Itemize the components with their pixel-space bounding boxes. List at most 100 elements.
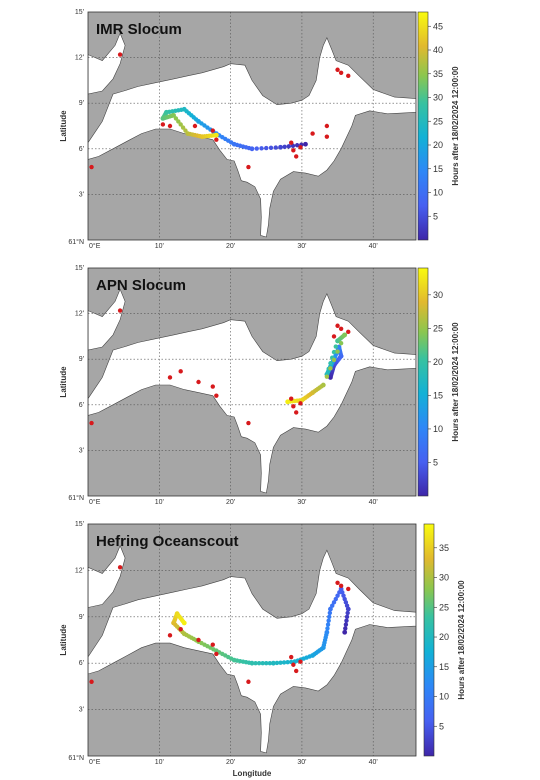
station-marker (335, 580, 340, 585)
colorbar (423, 523, 435, 757)
station-marker (214, 393, 219, 398)
track-point (260, 661, 265, 666)
lon-tick-label: 20' (226, 243, 235, 250)
lon-tick-label: 30' (297, 759, 306, 766)
station-marker (289, 396, 294, 401)
track-point (343, 626, 348, 631)
lat-tick-label: 15' (75, 9, 84, 16)
station-marker (246, 420, 251, 426)
station-marker (210, 642, 215, 647)
track-point (281, 660, 287, 665)
lon-tick-label: 20' (226, 499, 235, 506)
track-point (345, 610, 350, 616)
station-marker (196, 637, 201, 643)
origin-lon-label: 0°E (89, 498, 101, 506)
panel-title: IMR Slocum (96, 21, 182, 38)
colorbar-tick-label: 30 (433, 290, 443, 300)
colorbar-label: Hours after 18/02/2024 12:00:00 (451, 66, 460, 186)
map-layer (88, 268, 416, 496)
lon-tick-label: 20' (226, 759, 235, 766)
station-marker (214, 137, 219, 142)
track-point (285, 659, 290, 665)
origin-lat-label: 61°N (68, 238, 84, 246)
map-layer (88, 524, 416, 756)
track-point (181, 620, 187, 626)
station-marker (214, 651, 219, 657)
lat-tick-label: 15' (75, 521, 84, 528)
colorbar-tick-label: 30 (433, 93, 443, 103)
track-point (341, 593, 346, 598)
lat-tick-label: 6' (79, 660, 84, 667)
track-point (278, 144, 283, 150)
colorbar-tick-label: 35 (433, 69, 443, 79)
colorbar-tick-label: 25 (433, 116, 443, 126)
panel-title: Hefring Oceanscout (96, 533, 239, 550)
track-point (331, 357, 337, 363)
station-marker (346, 586, 351, 592)
colorbar-tick-label: 10 (433, 424, 443, 434)
axes-frame (87, 523, 417, 757)
station-marker (338, 583, 344, 589)
track-point (342, 596, 347, 602)
colorbar-tick-label: 25 (433, 323, 443, 333)
track-point (338, 341, 344, 346)
station-marker (294, 154, 299, 159)
lat-tick-label: 12' (75, 567, 84, 574)
station-marker (289, 140, 294, 145)
station-marker (335, 323, 340, 328)
track-point (344, 603, 350, 608)
lon-tick-label: 10' (155, 759, 164, 766)
colorbar-tick-label: 45 (433, 21, 443, 31)
lat-tick-label: 3' (79, 707, 84, 714)
track-point (256, 661, 262, 666)
axes-frame (87, 267, 417, 497)
station-marker (338, 326, 344, 331)
station-marker (178, 626, 183, 632)
station-marker (324, 134, 330, 139)
track-point (286, 144, 292, 149)
track-point (325, 622, 331, 627)
station-marker (117, 308, 123, 313)
track-point (178, 122, 183, 127)
colorbar-tick-label: 20 (439, 632, 449, 642)
station-marker (298, 145, 303, 150)
station-marker (298, 659, 303, 664)
panel-3: 3' 6' 9' 12' 15' 10' 20' 30' 40' 61°N 0°E Latitude L… (59, 521, 466, 778)
panel-title: APN Slocum (96, 277, 186, 294)
track-point (335, 349, 340, 354)
track-point (285, 399, 291, 405)
lon-tick-label: 30' (297, 499, 306, 506)
y-axis-label: Latitude (59, 110, 68, 142)
track-point (294, 143, 300, 148)
track-point (270, 660, 276, 666)
station-marker (291, 404, 296, 409)
y-axis-label: Latitude (59, 366, 68, 398)
station-marker (246, 679, 251, 684)
track-point (264, 145, 269, 151)
station-marker (89, 164, 94, 170)
station-marker (298, 401, 303, 406)
track-point (324, 374, 330, 379)
track-point (333, 596, 338, 602)
lat-tick-label: 9' (79, 100, 84, 107)
station-marker (89, 679, 94, 684)
track-point (328, 361, 333, 366)
colorbar-tick-label: 10 (439, 692, 449, 702)
track-point (331, 600, 337, 605)
track-point (173, 116, 179, 121)
station-marker (346, 329, 351, 335)
station-marker (335, 67, 340, 72)
track-point (273, 145, 278, 150)
station-marker (338, 70, 344, 76)
station-marker (294, 668, 299, 674)
lon-tick-label: 10' (155, 499, 164, 506)
colorbar-tick-label: 25 (439, 602, 449, 612)
station-marker (196, 379, 201, 385)
track-point (333, 344, 338, 349)
track-point (303, 141, 308, 147)
lon-tick-label: 10' (155, 243, 164, 250)
station-marker (210, 128, 215, 133)
origin-lat-label: 61°N (68, 494, 84, 502)
track-point (338, 586, 344, 592)
origin-lon-label: 0°E (89, 758, 101, 766)
